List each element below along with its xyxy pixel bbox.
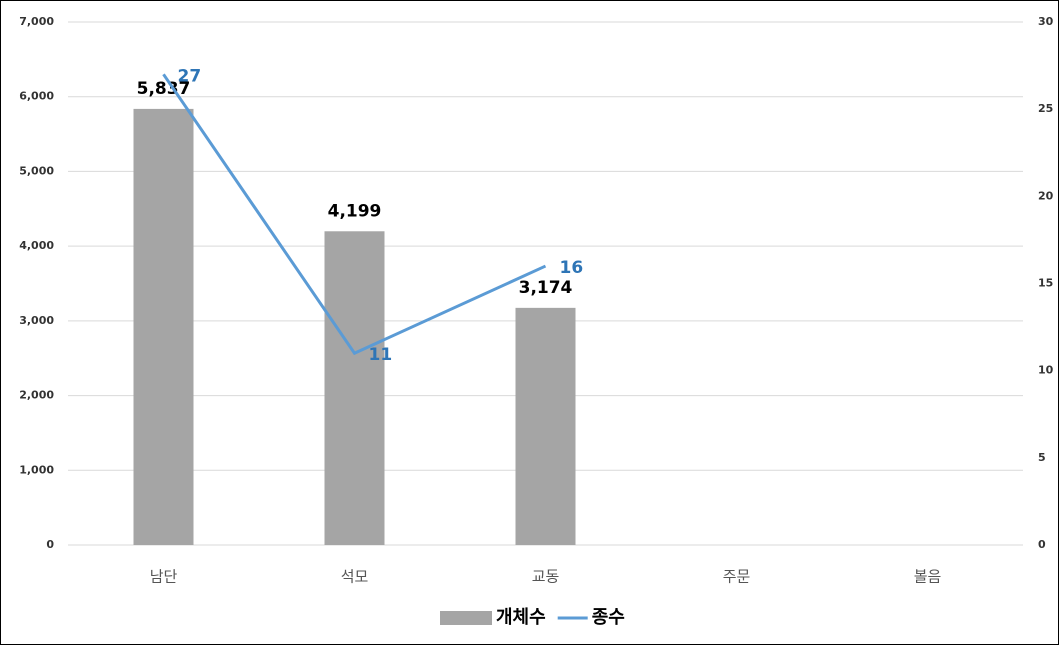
data-label: 16 (560, 258, 584, 278)
y2-tick-label: 25 (1038, 102, 1053, 115)
y-tick-label: 1,000 (19, 463, 54, 476)
y2-tick-label: 15 (1038, 277, 1053, 290)
data-label: 3,174 (519, 278, 573, 298)
legend-label: 개체수 (496, 607, 546, 628)
y-tick-label: 4,000 (19, 239, 54, 252)
y-tick-label: 6,000 (19, 90, 54, 103)
y-tick-label: 5,000 (19, 164, 54, 177)
data-label: 4,199 (328, 201, 382, 221)
x-tick-label: 교동 (532, 568, 560, 586)
x-tick-label: 석모 (341, 568, 369, 586)
y2-tick-label: 10 (1038, 364, 1054, 377)
bar (324, 231, 385, 545)
legend-swatch (440, 611, 492, 625)
y-tick-label: 0 (46, 538, 54, 551)
data-label: 11 (369, 345, 393, 365)
x-tick-label: 주문 (723, 568, 751, 586)
y2-tick-label: 20 (1038, 189, 1054, 202)
x-tick-label: 남단 (150, 568, 178, 586)
y-tick-label: 7,000 (19, 15, 54, 28)
y2-tick-label: 5 (1038, 451, 1046, 464)
y2-tick-label: 0 (1038, 538, 1046, 551)
data-label: 27 (178, 66, 202, 86)
y-tick-label: 3,000 (19, 314, 54, 327)
legend-label: 종수 (592, 607, 625, 628)
y-tick-label: 2,000 (19, 389, 54, 402)
bar (515, 307, 576, 545)
x-tick-label: 볼음 (914, 568, 942, 586)
y2-tick-label: 30 (1038, 15, 1054, 28)
bar (133, 108, 194, 546)
line (162, 73, 547, 356)
